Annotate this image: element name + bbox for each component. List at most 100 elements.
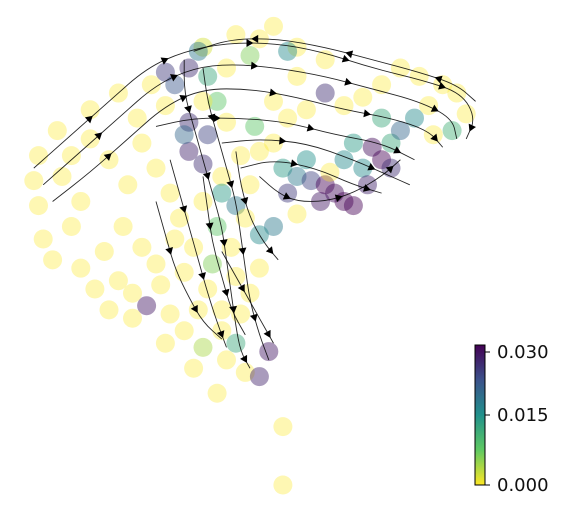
data-point bbox=[249, 367, 269, 387]
data-point bbox=[390, 58, 410, 78]
data-point bbox=[390, 121, 410, 141]
streamline bbox=[169, 159, 227, 348]
stream-arrowhead bbox=[213, 114, 221, 123]
data-point bbox=[61, 216, 81, 236]
stream-arrowhead bbox=[216, 330, 225, 339]
stream-arrowhead bbox=[237, 284, 245, 293]
streamline bbox=[155, 117, 415, 161]
stream-arrowhead bbox=[165, 247, 174, 255]
data-point bbox=[456, 104, 476, 124]
scatter-points bbox=[24, 16, 476, 495]
data-point bbox=[160, 304, 180, 324]
stream-arrowhead bbox=[344, 77, 353, 86]
data-point bbox=[99, 300, 119, 320]
data-point bbox=[240, 283, 260, 303]
data-point bbox=[207, 91, 227, 111]
stream-arrowhead bbox=[226, 180, 235, 189]
data-point bbox=[334, 150, 354, 170]
data-point bbox=[123, 283, 142, 303]
streamline bbox=[221, 139, 410, 186]
colorbar-gradient bbox=[474, 344, 486, 486]
data-point bbox=[174, 321, 194, 341]
stream-arrowhead bbox=[240, 354, 248, 363]
data-point bbox=[372, 75, 392, 95]
data-point bbox=[278, 183, 298, 203]
streamline bbox=[155, 201, 223, 340]
data-point bbox=[85, 279, 105, 299]
colorbar-ticks: 0.000 0.015 0.030 bbox=[485, 342, 549, 496]
data-point bbox=[165, 75, 185, 95]
data-point bbox=[315, 83, 335, 103]
data-point bbox=[353, 87, 373, 107]
stream-arrowhead bbox=[341, 54, 350, 63]
data-point bbox=[235, 208, 255, 228]
data-point bbox=[71, 191, 91, 211]
data-point bbox=[296, 100, 316, 120]
data-point bbox=[179, 58, 199, 78]
data-point bbox=[155, 333, 175, 353]
data-point bbox=[132, 237, 152, 257]
stream-arrowhead bbox=[190, 304, 198, 313]
data-point bbox=[94, 242, 114, 261]
stream-arrowhead bbox=[249, 313, 258, 322]
data-point bbox=[71, 258, 91, 278]
stream-arrowhead bbox=[103, 153, 112, 161]
streamline bbox=[52, 88, 444, 202]
data-point bbox=[146, 158, 166, 178]
stream-arrowhead bbox=[246, 39, 254, 48]
data-point bbox=[419, 96, 439, 116]
data-point bbox=[127, 108, 147, 128]
data-point bbox=[409, 66, 429, 86]
data-point bbox=[123, 308, 142, 328]
data-point bbox=[273, 417, 293, 437]
velocity-streamlines bbox=[33, 34, 476, 369]
data-point bbox=[315, 175, 335, 195]
streamline bbox=[202, 67, 270, 361]
data-point bbox=[193, 191, 213, 211]
data-point bbox=[249, 258, 269, 278]
data-point bbox=[264, 133, 283, 153]
stream-arrowhead bbox=[269, 88, 277, 97]
data-point bbox=[212, 166, 232, 186]
data-point bbox=[212, 321, 232, 341]
streamline bbox=[202, 176, 246, 336]
stream-arrowhead bbox=[438, 81, 447, 90]
data-point bbox=[301, 171, 321, 191]
stream-arrowhead bbox=[363, 109, 371, 118]
data-point bbox=[372, 150, 392, 170]
stream-arrowhead bbox=[290, 159, 299, 168]
stream-arrowhead bbox=[202, 171, 211, 180]
data-point bbox=[141, 75, 161, 95]
data-point bbox=[259, 342, 279, 362]
data-point bbox=[198, 279, 218, 299]
stream-arrowhead bbox=[219, 239, 228, 247]
data-point bbox=[240, 46, 260, 66]
data-point bbox=[287, 204, 307, 224]
data-point bbox=[372, 108, 392, 128]
stream-arrowhead bbox=[345, 50, 354, 59]
data-point bbox=[287, 166, 307, 186]
stream-arrowhead bbox=[84, 115, 93, 124]
stream-arrowhead bbox=[205, 222, 214, 230]
data-point bbox=[137, 296, 157, 316]
data-point bbox=[273, 158, 293, 178]
stream-arrowhead bbox=[251, 34, 259, 43]
data-point bbox=[264, 91, 283, 111]
data-point bbox=[47, 121, 67, 141]
stream-arrowhead bbox=[184, 105, 192, 114]
data-point bbox=[320, 162, 340, 182]
stream-arrowhead bbox=[334, 194, 343, 203]
data-point bbox=[113, 216, 133, 236]
data-point bbox=[118, 175, 138, 195]
data-point bbox=[202, 254, 222, 274]
data-point bbox=[264, 16, 283, 36]
data-point bbox=[240, 175, 260, 195]
stream-arrowhead bbox=[198, 272, 206, 280]
stream-arrowhead bbox=[279, 136, 287, 145]
data-point bbox=[245, 116, 265, 136]
data-point bbox=[273, 475, 293, 495]
data-point bbox=[193, 154, 213, 174]
stream-arrowhead bbox=[221, 288, 230, 297]
data-point bbox=[184, 237, 204, 257]
data-point bbox=[334, 96, 354, 116]
